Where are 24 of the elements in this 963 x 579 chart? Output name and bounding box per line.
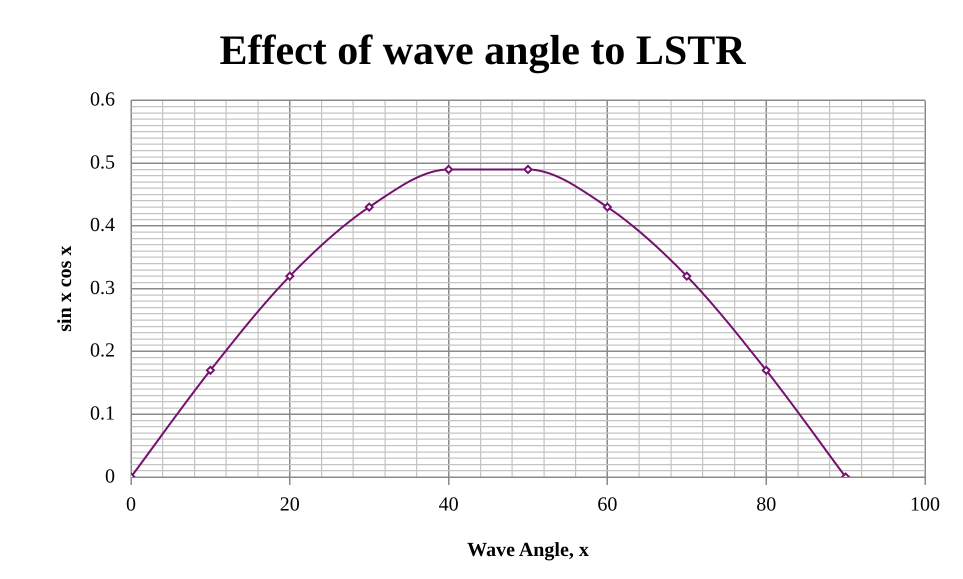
y-tick-label: 0 <box>105 465 115 488</box>
point <box>285 272 294 281</box>
y-tick-label: 0.5 <box>90 151 115 174</box>
x-tick-label: 80 <box>756 493 776 516</box>
x-tick-label: 0 <box>126 493 136 516</box>
y-axis-title: sin x cos x <box>54 246 76 332</box>
x-tick-label: 60 <box>597 493 618 516</box>
y-tick-label: 0.6 <box>90 88 115 111</box>
point <box>444 164 454 174</box>
y-tick-label: 0.3 <box>90 276 115 299</box>
x-tick-label: 20 <box>280 493 300 516</box>
x-tick-label: 100 <box>910 493 940 516</box>
y-tick-label: 0.1 <box>90 402 115 424</box>
point <box>602 202 612 212</box>
chart-title: Effect of wave angle to LSTR <box>219 28 746 74</box>
point <box>206 366 215 375</box>
point <box>364 202 374 212</box>
x-tick-label: 40 <box>438 493 459 516</box>
point <box>682 272 692 281</box>
y-tick-label: 0.2 <box>90 340 115 362</box>
y-tick-label: 0.4 <box>90 214 115 236</box>
point <box>524 164 532 174</box>
point <box>762 366 771 375</box>
x-axis-title: Wave Angle, x <box>467 539 589 562</box>
